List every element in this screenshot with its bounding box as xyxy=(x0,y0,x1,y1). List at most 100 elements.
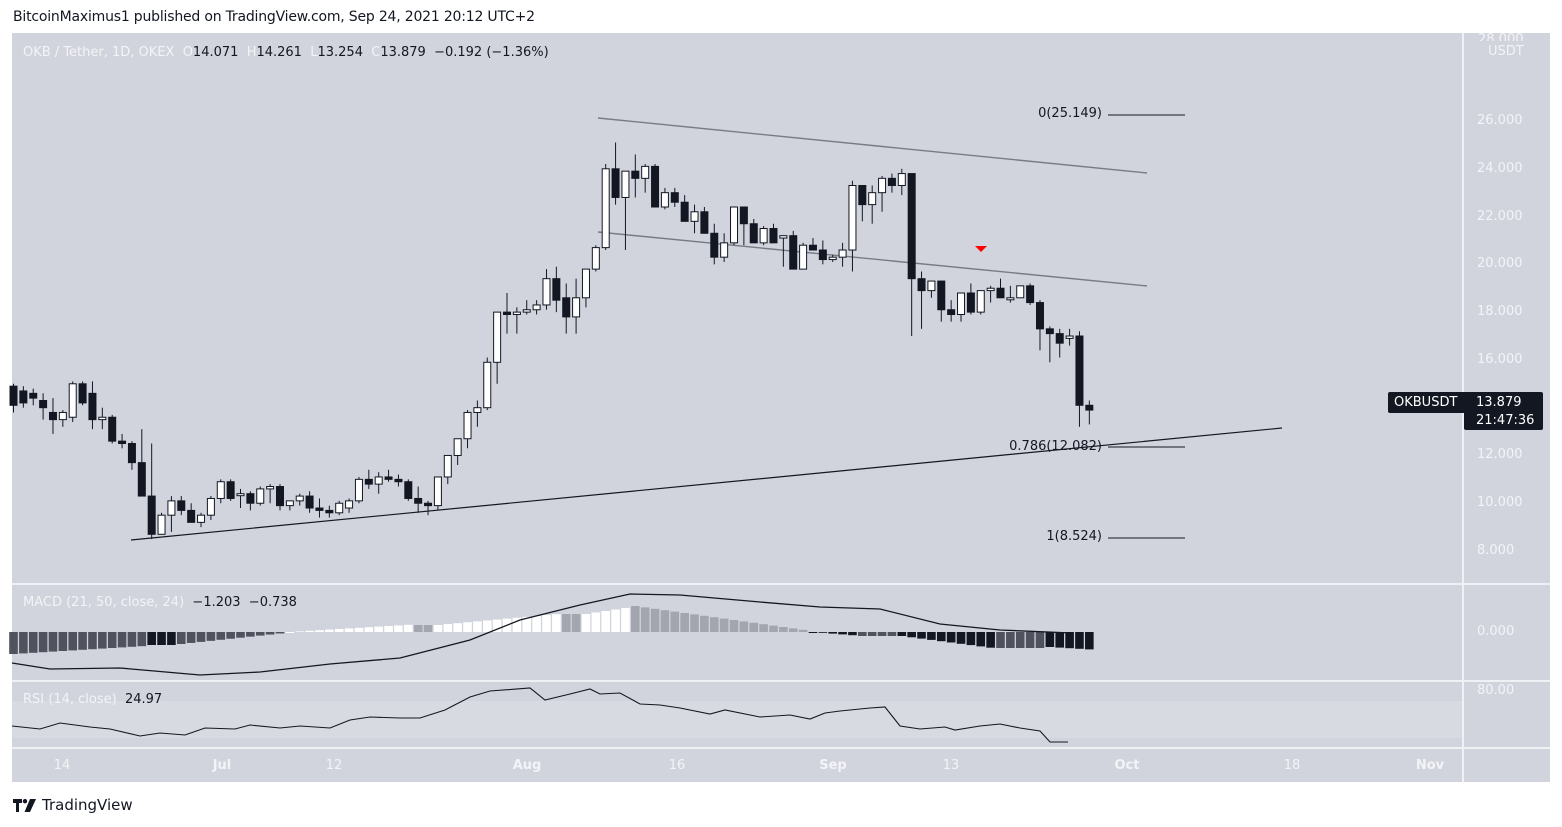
time-tick-label: Sep xyxy=(819,758,847,773)
high-value: 14.261 xyxy=(256,45,302,60)
channel-bottom-line xyxy=(597,231,1148,287)
bear-candle xyxy=(808,244,817,251)
macd-histogram-bar xyxy=(443,624,453,632)
low-value: 13.254 xyxy=(317,45,363,60)
bear-candle xyxy=(29,392,38,399)
price-tick-label: 24.000 xyxy=(1477,160,1523,176)
bear-candle xyxy=(305,495,314,509)
publisher-caption: BitcoinMaximus1 published on TradingView… xyxy=(13,9,535,25)
macd-histogram-bar xyxy=(927,632,936,640)
bull-candle xyxy=(848,185,857,251)
macd-histogram-bar xyxy=(88,632,97,650)
last-price-symbol-tag: OKBUSDT xyxy=(1388,392,1470,413)
bear-candle xyxy=(887,177,896,187)
macd-histogram-bar xyxy=(522,616,532,632)
macd-histogram-bar xyxy=(709,617,719,632)
rsi-legend: RSI (14, close) 24.97 xyxy=(23,692,162,707)
macd-histogram-bar xyxy=(1015,632,1025,648)
bear-candle xyxy=(769,228,778,244)
bear-candle xyxy=(424,502,433,507)
bull-candle xyxy=(1016,285,1025,299)
bear-candle xyxy=(39,400,48,409)
bear-candle xyxy=(907,173,916,280)
bear-candle xyxy=(108,416,117,442)
macd-histogram-bar xyxy=(1085,632,1094,650)
bull-candle xyxy=(433,476,442,507)
macd-histogram-bar xyxy=(344,628,354,632)
bear-candle xyxy=(917,278,926,292)
macd-pane-divider[interactable] xyxy=(12,583,1550,585)
macd-histogram-bar xyxy=(838,632,847,635)
macd-histogram-bar xyxy=(482,620,492,632)
macd-histogram-bar xyxy=(463,622,472,632)
bull-candle xyxy=(157,514,166,535)
macd-histogram-bar xyxy=(552,614,561,632)
macd-histogram-bar xyxy=(808,632,818,633)
macd-histogram-bar xyxy=(255,632,265,636)
bear-candle xyxy=(137,462,146,497)
macd-histogram-bar xyxy=(571,614,581,632)
macd-histogram-bar xyxy=(946,632,956,643)
macd-histogram-bar xyxy=(492,619,502,632)
open-value: 14.071 xyxy=(192,45,239,60)
bull-candle xyxy=(838,249,847,258)
bear-candle xyxy=(1045,328,1054,335)
bull-candle xyxy=(641,165,650,179)
price-axis-top-label: 28.000 xyxy=(1478,32,1524,41)
price-tick-label: 26.000 xyxy=(1477,113,1523,128)
macd-histogram-bar xyxy=(719,618,729,632)
tradingview-brand[interactable]: TradingView xyxy=(13,796,133,814)
macd-histogram-bar xyxy=(690,614,699,632)
macd-histogram-bar xyxy=(285,632,295,633)
macd-histogram-bar xyxy=(542,615,551,632)
macd-histogram-bar xyxy=(98,632,107,649)
rsi-line xyxy=(11,687,1068,743)
macd-histogram-bar xyxy=(453,623,462,632)
bull-candle xyxy=(522,309,531,313)
macd-histogram-bar xyxy=(611,609,620,632)
macd-histogram-bar xyxy=(433,625,443,632)
macd-histogram-bar xyxy=(1006,632,1015,648)
close-value: 13.879 xyxy=(380,45,426,60)
macd-histogram-bar xyxy=(729,620,739,632)
bear-candle xyxy=(177,500,186,511)
bull-candle xyxy=(799,244,808,270)
macd-histogram-bar xyxy=(818,632,828,633)
time-tick-label: Nov xyxy=(1415,758,1445,773)
bear-candle xyxy=(710,232,719,258)
bull-candle xyxy=(1006,297,1015,301)
bear-candle xyxy=(1055,333,1064,344)
ascending-support-line xyxy=(130,427,1283,541)
macd-histogram-bar xyxy=(275,632,285,634)
bear-candle xyxy=(611,168,620,198)
time-tick-label: 14 xyxy=(53,758,71,773)
macd-histogram-bar xyxy=(325,629,334,632)
macd-signal-value: −0.738 xyxy=(248,595,297,610)
macd-histogram-bar xyxy=(591,612,601,632)
bull-candle xyxy=(285,500,294,507)
bear-candle xyxy=(315,507,324,511)
macd-histogram-bar xyxy=(581,614,591,632)
bear-candle xyxy=(9,385,18,406)
bull-candle xyxy=(591,247,600,270)
rsi-pane-divider[interactable] xyxy=(12,680,1550,682)
bull-candle xyxy=(266,486,275,490)
macd-histogram-bar xyxy=(137,632,147,647)
bear-candle xyxy=(48,411,57,421)
bear-candle xyxy=(1035,302,1044,330)
bull-candle xyxy=(660,192,669,208)
macd-histogram-bar xyxy=(196,632,206,642)
bull-candle xyxy=(572,297,581,318)
macd-histogram-bar xyxy=(236,632,245,638)
bear-candle xyxy=(404,481,413,499)
macd-histogram-bar xyxy=(413,625,423,632)
macd-title: MACD (21, 50, close, 24) xyxy=(23,595,185,610)
bull-candle xyxy=(512,311,521,316)
bear-candle xyxy=(818,249,827,261)
macd-histogram-bar xyxy=(1035,632,1045,648)
bull-candle xyxy=(443,454,452,478)
macd-histogram-bar xyxy=(848,632,857,636)
macd-histogram-bar xyxy=(58,632,68,651)
bear-candle xyxy=(789,235,798,270)
